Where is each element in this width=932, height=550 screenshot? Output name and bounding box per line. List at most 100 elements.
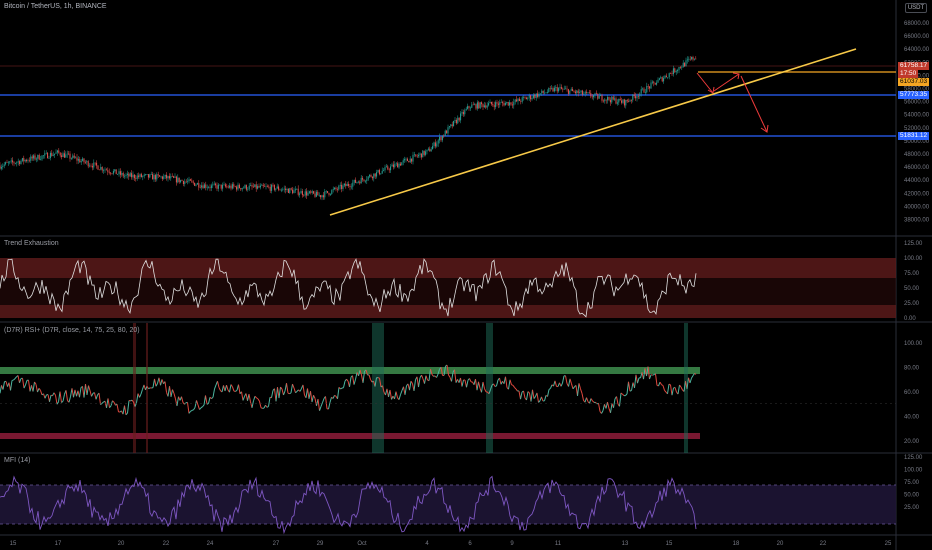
rsi-segment [299, 388, 302, 392]
candle-body [65, 154, 67, 158]
rsi-segment [17, 375, 20, 383]
candle-body [625, 99, 627, 106]
rsi-segment [158, 377, 161, 386]
candle-body [444, 130, 446, 137]
candle-body [545, 92, 547, 94]
candle-body [156, 174, 158, 180]
candle-body [49, 153, 51, 158]
price-tick-label: 44000.00 [904, 178, 930, 184]
rsi-segment [25, 380, 28, 386]
candle-body [443, 135, 445, 137]
candle-body [678, 67, 680, 71]
rsi-segment [32, 381, 35, 392]
candle-body [458, 117, 460, 121]
trend-pane-title: Trend Exhaustion [4, 240, 59, 247]
rsi-segment [661, 384, 664, 386]
candle-body [45, 152, 47, 154]
candle-body [96, 162, 98, 166]
candle-body [198, 183, 200, 188]
rsi-segment [292, 383, 295, 389]
candle-body [497, 103, 499, 105]
candle-body [209, 187, 211, 189]
price-tick-label: 46000.00 [904, 165, 930, 171]
candle-body [10, 160, 12, 162]
currency-button[interactable]: USDT [905, 3, 927, 13]
candle-body [486, 105, 488, 108]
candle-body [490, 101, 492, 105]
candle-body [108, 171, 110, 173]
rsi-segment [73, 389, 76, 398]
rsi-segment [572, 386, 575, 390]
candle-body [496, 102, 498, 104]
candle-body [163, 176, 165, 179]
rsi-segment [649, 374, 652, 380]
candle-body [534, 94, 536, 98]
candle-body [40, 159, 42, 160]
rsi-highlight-bar [684, 323, 688, 453]
candle-body [325, 191, 327, 192]
projection-arrows [696, 72, 769, 133]
candle-body [261, 184, 263, 186]
candle-body [363, 179, 365, 181]
candle-body [14, 163, 16, 164]
candle-body [555, 87, 557, 88]
rsi-segment [404, 385, 407, 395]
rsi-segment [191, 409, 194, 411]
candle-body [500, 102, 502, 103]
rsi-segment [362, 371, 365, 383]
rsi-segment [155, 383, 158, 387]
candle-body [602, 100, 604, 102]
candle-body [397, 163, 399, 168]
last-price-tag: 61758.17 [898, 62, 930, 70]
rsi-segment [374, 377, 377, 387]
x-tick-label: 15 [10, 541, 17, 547]
rsi-segment [493, 383, 496, 387]
rsi-segment [454, 369, 457, 383]
candle-body [258, 186, 260, 188]
candle-body [336, 189, 338, 190]
candle-body [476, 102, 478, 109]
candle-body [523, 97, 525, 98]
rsi-segment [203, 395, 206, 406]
x-tick-label: 27 [273, 541, 280, 547]
candle-body [437, 140, 439, 144]
candle-body [75, 157, 77, 159]
x-tick-label: Oct [357, 541, 367, 547]
rsi-segment [652, 374, 655, 376]
candle-body [63, 153, 65, 158]
candle-body [237, 184, 239, 190]
rsi-segment [5, 381, 8, 387]
candle-body [563, 88, 565, 90]
rsi-segment [241, 391, 244, 401]
candle-body [331, 190, 333, 195]
candle-body [58, 150, 60, 153]
rsi-segment [214, 384, 217, 390]
candle-body [455, 119, 457, 124]
candle-body [212, 184, 214, 186]
rsi-segment [28, 380, 31, 392]
candle-body [402, 160, 404, 163]
rsi-segment [428, 368, 431, 381]
candle-body [97, 165, 99, 170]
rsi-segment [659, 381, 662, 385]
rsi-segment [116, 404, 119, 412]
candle-body [595, 93, 597, 95]
candle-body [644, 92, 646, 93]
candle-body [392, 164, 394, 168]
rsi-series [0, 364, 896, 416]
candle-body [159, 175, 161, 177]
candle-body [308, 191, 310, 193]
rsi-segment [89, 390, 92, 397]
candle-body [472, 104, 474, 106]
candle-body [299, 193, 301, 195]
rsi-segment [622, 393, 625, 397]
candle-body [580, 90, 582, 93]
candle-body [73, 155, 75, 158]
rsi-segment [643, 368, 646, 380]
candle-body [667, 77, 669, 78]
trend-lower-band [0, 305, 896, 318]
candle-body [546, 91, 548, 93]
rsi-highlight-bar [146, 323, 148, 453]
rsi-segment [74, 389, 77, 397]
